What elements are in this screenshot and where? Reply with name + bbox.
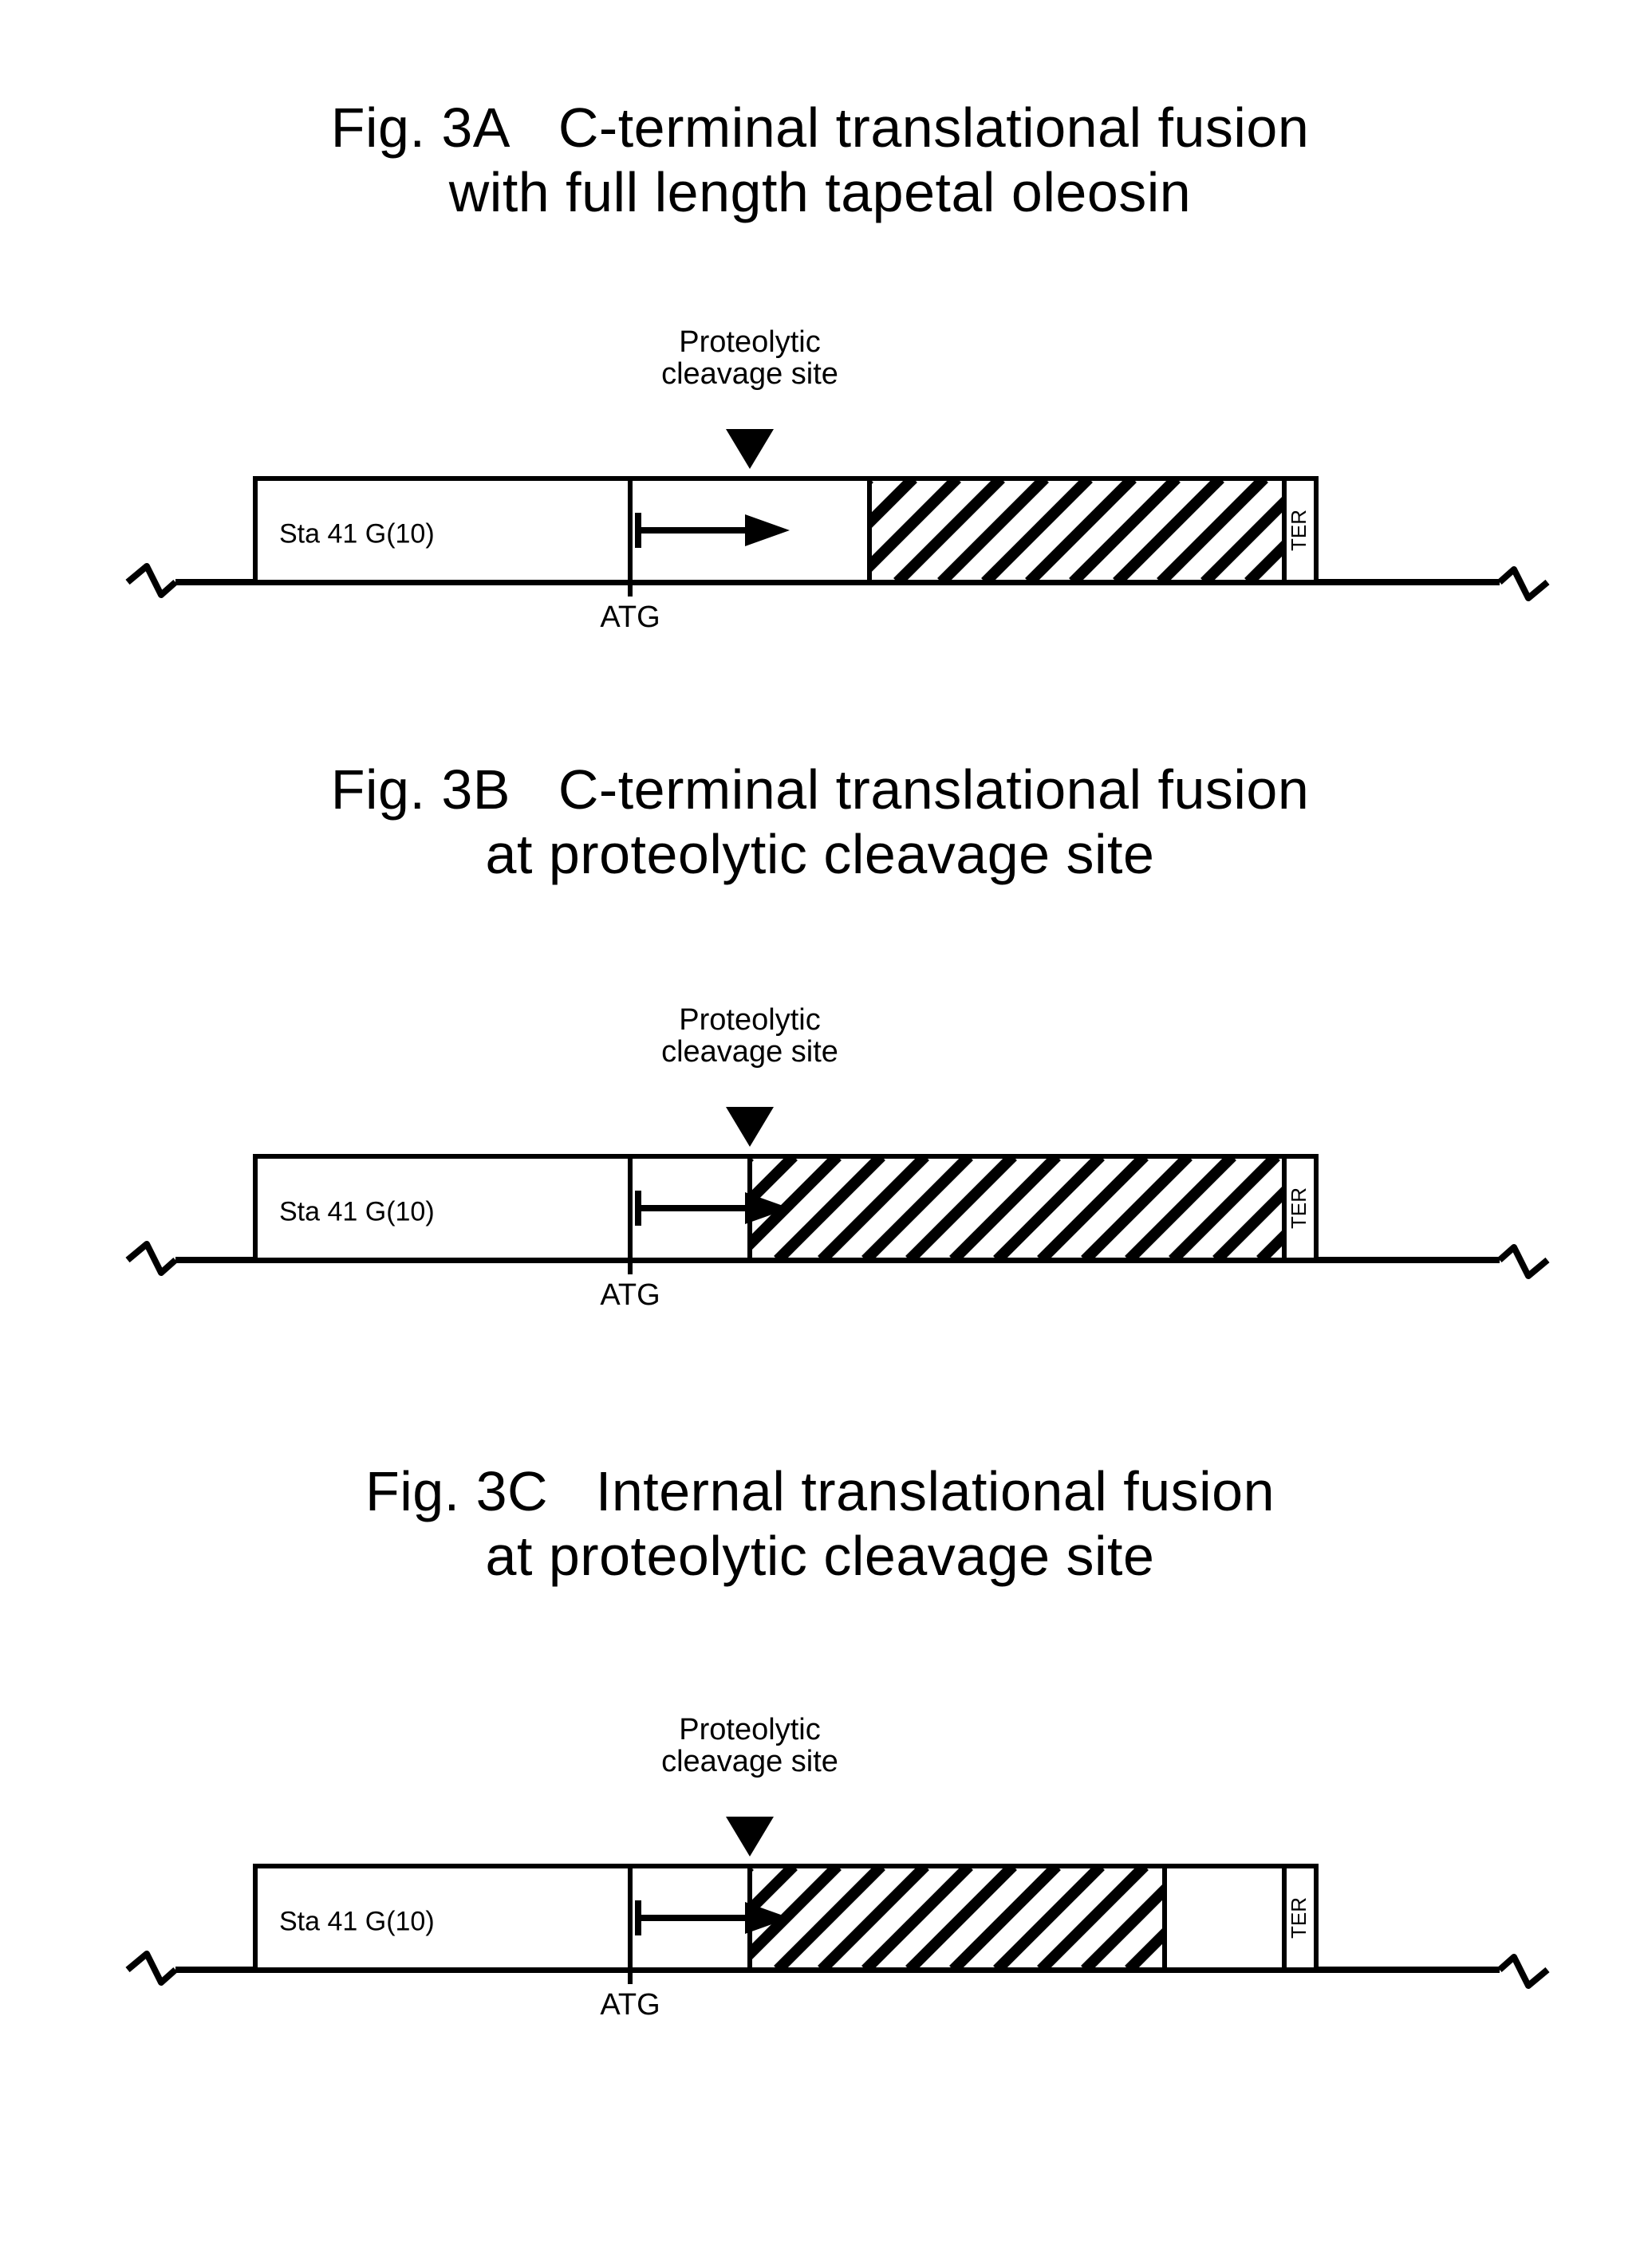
svg-text:ATG: ATG (600, 1278, 660, 1312)
svg-text:Sta 41 G(10): Sta 41 G(10) (279, 519, 435, 549)
svg-text:ATG: ATG (600, 600, 660, 634)
fig-3a-title-line1: C-terminal translational fusion (558, 96, 1309, 159)
fig-3c-cleave-line1: Proteolytic (679, 1713, 820, 1746)
fig-3b-title-line1: C-terminal translational fusion (558, 758, 1309, 821)
svg-text:TER: TER (1287, 1897, 1311, 1939)
page: Fig. 3A C-terminal translational fusion … (0, 0, 1640, 2268)
fig-3a-title-line2: with full length tapetal oleosin (449, 161, 1191, 223)
fig-3a-title: Fig. 3A C-terminal translational fusion … (102, 96, 1538, 224)
fig-3a-title-prefix: Fig. 3A (331, 96, 511, 159)
fig-3c-title-line1: Internal translational fusion (596, 1460, 1275, 1522)
fig-3b-cleave-line1: Proteolytic (679, 1003, 820, 1037)
fig-3a-cleave-label: Proteolytic cleavage site (590, 327, 909, 391)
fig-3a-diagram: Sta 41 G(10) TER ATG (0, 399, 1640, 658)
fig-3b-title-prefix: Fig. 3B (331, 758, 511, 821)
fig-3c-diagram: Sta 41 G(10) TER ATG (0, 1786, 1640, 2046)
fig-3b-cleave-line2: cleavage site (661, 1035, 838, 1069)
fig-3a-cleave-line1: Proteolytic (679, 325, 820, 359)
fig-3b-diagram: Sta 41 G(10) TER ATG (0, 1077, 1640, 1336)
fig-3a-cleave-line2: cleavage site (661, 357, 838, 391)
svg-text:Sta 41 G(10): Sta 41 G(10) (279, 1197, 435, 1227)
svg-text:TER: TER (1287, 1187, 1311, 1229)
fig-3b-cleave-label: Proteolytic cleavage site (590, 1005, 909, 1069)
fig-3c-cleave-label: Proteolytic cleavage site (590, 1715, 909, 1778)
fig-3b-title-line2: at proteolytic cleavage site (486, 823, 1155, 885)
svg-text:ATG: ATG (600, 1988, 660, 2022)
fig-3b-title: Fig. 3B C-terminal translational fusion … (102, 758, 1538, 886)
fig-3c-title-prefix: Fig. 3C (365, 1460, 548, 1522)
fig-3c-title-line2: at proteolytic cleavage site (486, 1525, 1155, 1587)
fig-3c-cleave-line2: cleavage site (661, 1745, 838, 1778)
fig-3c-title: Fig. 3C Internal translational fusion at… (102, 1459, 1538, 1588)
svg-text:TER: TER (1287, 510, 1311, 551)
svg-text:Sta 41 G(10): Sta 41 G(10) (279, 1907, 435, 1937)
